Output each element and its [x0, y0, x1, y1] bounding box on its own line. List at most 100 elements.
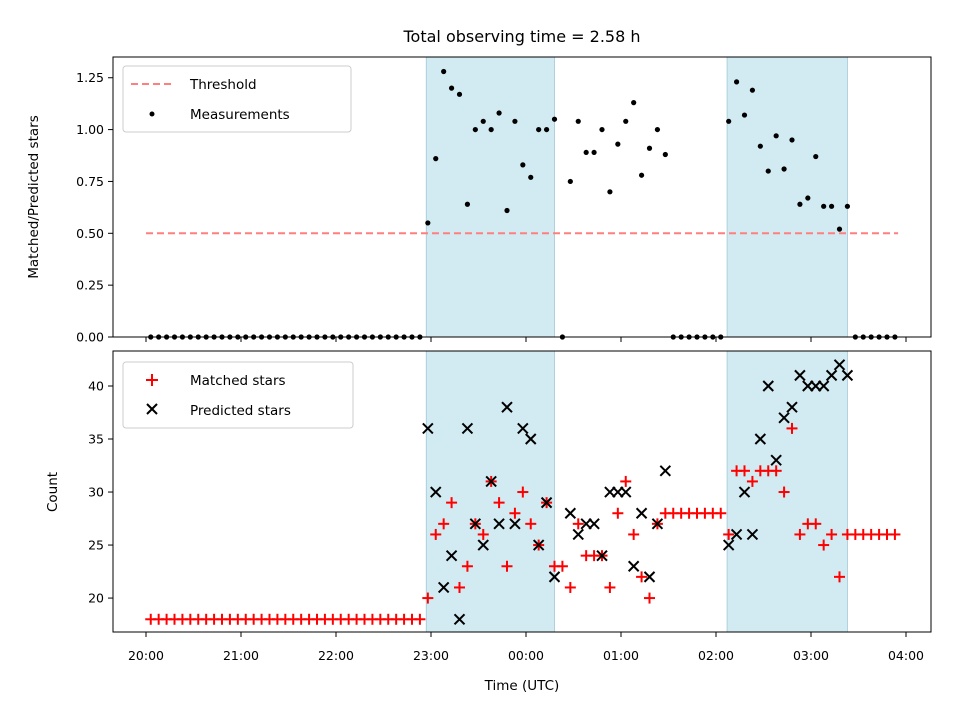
matched-star-point: [834, 571, 845, 583]
predicted-star-point: [572, 528, 584, 541]
measurement-point: [797, 201, 803, 207]
matched-star-point: [572, 518, 584, 530]
measurement-point: [781, 166, 787, 172]
y-tick-label: 30: [88, 485, 104, 500]
measurement-point: [654, 126, 661, 133]
matched-star-point: [770, 465, 782, 477]
x-tick-label: 22:00: [318, 648, 354, 663]
y-tick-label: 0.25: [76, 278, 104, 293]
measurement-point: [805, 195, 811, 201]
measurement-point: [789, 137, 795, 143]
y-tick-label: 0.50: [76, 226, 104, 241]
measurement-point: [591, 149, 597, 156]
matched-star-point: [454, 581, 465, 593]
x-tick-label: 20:00: [128, 648, 164, 663]
predicted-star-point: [794, 369, 806, 382]
measurement-point: [757, 143, 763, 149]
measurement-point: [448, 85, 455, 91]
matched-star-point: [509, 507, 521, 519]
measurement-point: [749, 87, 756, 93]
counts-legend-box: [122, 361, 354, 429]
measurement-point: [623, 118, 629, 124]
legend-matched-label: Matched stars: [190, 373, 286, 389]
measurement-point: [480, 118, 486, 124]
matched-star-point: [430, 528, 442, 540]
y-tick-label: 20: [88, 591, 104, 606]
matched-star-point: [461, 560, 473, 572]
shaded-interval: [425, 56, 555, 338]
predicted-star-point: [817, 380, 830, 392]
predicted-star-point: [548, 571, 561, 583]
ratio-x-ticks: [145, 337, 907, 342]
measurement-point: [599, 126, 605, 133]
predicted-star-point: [786, 401, 798, 413]
ratio-y-axis-label: Matched/Predicted stars: [26, 115, 42, 278]
predicted-star-point: [643, 571, 656, 583]
x-axis-label: Time (UTC): [484, 678, 560, 694]
predicted-star-point: [833, 359, 846, 371]
measurement-point: [821, 203, 827, 209]
predicted-star-point: [445, 549, 458, 562]
predicted-stars-points: [422, 359, 854, 625]
legend-measurements-label: Measurements: [190, 107, 290, 123]
ratio-panel: 0.00 0.25 0.50 0.75 1.00 1.25 Matched/Predict…: [26, 56, 932, 345]
matched-star-point: [723, 528, 735, 540]
predicted-star-point: [778, 412, 790, 424]
measurement-point: [512, 118, 518, 124]
predicted-star-point: [517, 422, 529, 435]
measurement-point: [828, 203, 835, 209]
measurement-point: [733, 79, 740, 85]
ratio-legend: Threshold Measurements: [122, 65, 352, 133]
measurement-point: [433, 156, 439, 162]
matched-star-point: [438, 518, 450, 530]
predicted-star-point: [770, 454, 782, 466]
matched-star-point: [477, 528, 489, 540]
measurement-point: [607, 189, 613, 195]
predicted-star-point: [509, 518, 521, 530]
predicted-star-point: [437, 581, 450, 594]
matched-star-point: [644, 592, 655, 604]
matched-stars-points: [145, 422, 901, 625]
ratio-y-ticks: 0.00 0.25 0.50 0.75 1.00 1.25: [76, 70, 113, 345]
matched-star-point: [556, 560, 568, 572]
counts-panel: 20 25 30 35 40 20:00 21:00 22:00 23:00 00:00 01:0…: [45, 350, 932, 694]
matched-star-point: [414, 613, 426, 625]
predicted-star-point: [525, 433, 537, 445]
measurement-point: [615, 141, 621, 147]
matched-star-point: [612, 507, 624, 519]
x-tick-label: 03:00: [793, 648, 829, 663]
matched-star-point: [786, 422, 798, 434]
ratio-plot-frame: [112, 56, 932, 338]
legend-predicted-swatch: [146, 403, 158, 415]
measurement-point: [456, 91, 463, 97]
predicted-star-point: [596, 549, 608, 562]
measurement-point: [464, 201, 471, 207]
measurement-point: [536, 126, 542, 133]
matched-star-point: [525, 518, 537, 530]
counts-shaded-intervals: [425, 350, 848, 633]
matched-star-point: [826, 528, 838, 540]
x-tick-label: 23:00: [413, 648, 449, 663]
measurement-point: [543, 126, 550, 133]
counts-legend: Matched stars Predicted stars: [122, 361, 354, 429]
x-tick-label: 01:00: [603, 648, 639, 663]
predicted-star-point: [841, 369, 854, 382]
measurement-point: [583, 149, 589, 156]
predicted-star-point: [469, 518, 482, 530]
measurement-point: [575, 118, 581, 124]
predicted-star-point: [430, 486, 442, 498]
counts-y-ticks: 20 25 30 35 40: [88, 378, 113, 606]
predicted-star-point: [722, 539, 735, 551]
legend-measurements-swatch: [149, 111, 155, 117]
predicted-star-point: [501, 401, 513, 413]
measurement-point: [726, 118, 732, 124]
y-tick-label: 1.25: [76, 70, 104, 85]
predicted-star-point: [825, 369, 838, 382]
matched-star-point: [746, 475, 758, 487]
matched-star-point: [517, 486, 529, 498]
matched-star-point: [636, 571, 648, 583]
matched-star-point: [794, 528, 806, 540]
y-tick-label: 25: [88, 538, 104, 553]
legend-matched-swatch: [146, 374, 158, 386]
matched-star-point: [810, 518, 822, 530]
